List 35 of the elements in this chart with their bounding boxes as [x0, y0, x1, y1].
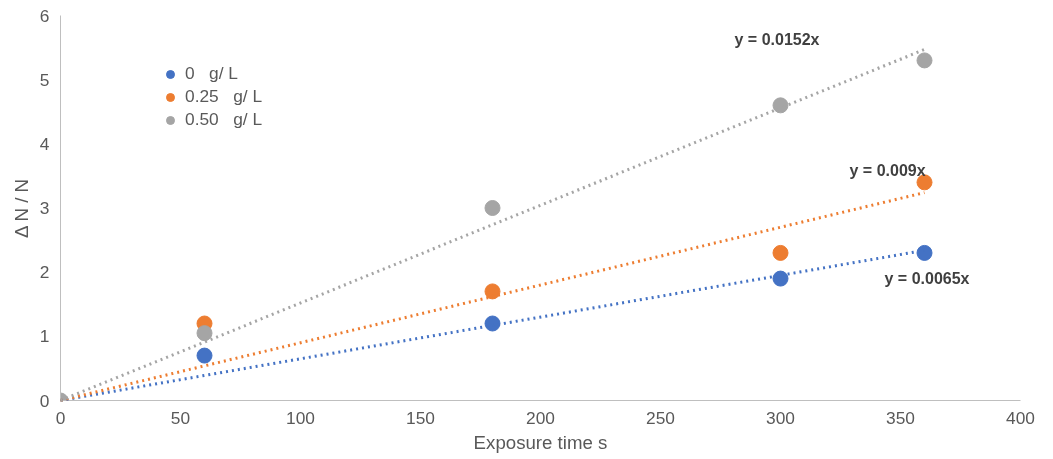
x-tick-label: 300: [766, 407, 795, 428]
y-tick-label: 2: [39, 262, 50, 283]
point: [484, 315, 501, 332]
point: [484, 200, 501, 216]
x-tick-label: 350: [886, 407, 915, 428]
x-tick-label: 0: [55, 407, 66, 428]
annotation: y = 0.0152x: [734, 31, 820, 49]
x-tick-label: 250: [646, 407, 675, 428]
y-tick-label: 0: [39, 390, 50, 411]
point: [772, 244, 789, 261]
point: [196, 325, 213, 342]
y-tick-label: 6: [39, 5, 50, 26]
y-tick-label: 4: [39, 133, 50, 154]
legend-label: 0.25 g/ L: [185, 86, 263, 107]
point: [916, 52, 933, 69]
x-tick-label: 50: [170, 407, 191, 428]
y-tick-label: 1: [39, 326, 50, 347]
point: [916, 174, 933, 191]
point: [484, 283, 501, 300]
annotation: y = 0.0065x: [884, 269, 970, 287]
x-tick-label: 400: [1006, 407, 1035, 428]
y-axis-title: Δ N / N: [10, 178, 32, 239]
point: [772, 97, 789, 114]
annotation: y = 0.009x: [849, 162, 926, 180]
point: [772, 270, 789, 287]
x-tick-label: 100: [286, 407, 315, 428]
point: [196, 347, 213, 364]
y-tick-label: 5: [39, 69, 50, 90]
x-axis-title: Exposure time s: [473, 431, 608, 453]
x-tick-label: 200: [526, 407, 555, 428]
y-tick-label: 3: [39, 198, 50, 218]
x-tick-label: 150: [406, 407, 435, 428]
point: [916, 244, 933, 261]
legend-label: 0 g/ L: [185, 63, 238, 84]
legend-label: 0.50 g/ L: [185, 109, 263, 130]
